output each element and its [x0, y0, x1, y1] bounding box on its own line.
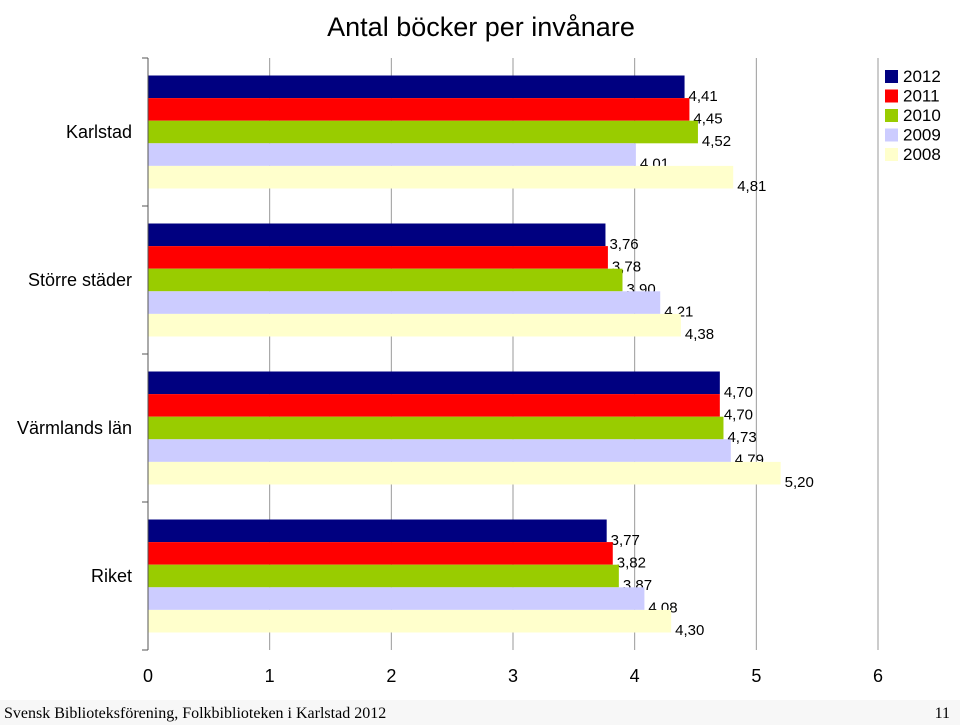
legend-swatch: [885, 70, 898, 83]
legend-swatch: [885, 148, 898, 161]
bar-2010-1: [148, 268, 623, 292]
data-label: 4,81: [737, 178, 766, 195]
bar-2011-1: [148, 246, 608, 269]
bar-2011-3: [148, 542, 613, 565]
legend-swatch: [885, 89, 898, 103]
x-tick-label: 4: [630, 666, 640, 686]
bar-2012-1: [148, 223, 606, 247]
bar-2009-1: [148, 291, 661, 314]
bar-2008-2: [148, 461, 781, 485]
chart-title-text: Antal böcker per invånare: [327, 12, 635, 42]
x-tick-label: 2: [386, 666, 396, 686]
data-label: 4,41: [689, 88, 718, 105]
legend-label: 2010: [903, 106, 941, 125]
x-tick-label: 0: [143, 666, 153, 686]
footer-text: Svensk Biblioteksförening, Folkbibliotek…: [4, 705, 387, 722]
data-label: 4,38: [685, 326, 714, 343]
data-label: 4,30: [675, 622, 704, 639]
category-label: Större städer: [28, 270, 132, 290]
data-label: 4,45: [693, 110, 722, 127]
x-tick-label: 5: [751, 666, 761, 686]
legend-label: 2009: [903, 126, 941, 145]
category-label: Värmlands län: [17, 418, 132, 438]
data-label: 3,76: [609, 236, 638, 253]
bar-2012-2: [148, 371, 720, 395]
bar-2010-0: [148, 120, 698, 144]
bar-2008-0: [148, 165, 734, 189]
bar-2011-0: [148, 98, 690, 121]
bar-2011-2: [148, 394, 720, 417]
page-number: 11: [934, 705, 950, 722]
data-label: 3,77: [611, 532, 640, 549]
legend-label: 2011: [903, 87, 940, 106]
bar-2008-3: [148, 609, 672, 633]
data-label: 4,52: [702, 133, 731, 150]
data-label: 3,82: [617, 554, 646, 571]
bar-2010-2: [148, 416, 724, 440]
bar-2012-3: [148, 519, 607, 543]
legend-label: 2008: [903, 145, 941, 164]
bar-2009-2: [148, 439, 731, 462]
x-tick-label: 1: [265, 666, 275, 686]
x-tick-label: 6: [873, 666, 883, 686]
bar-2009-3: [148, 587, 645, 610]
bar-chart: 4,414,454,524,014,81Karlstad3,763,783,90…: [17, 57, 941, 686]
category-label: Karlstad: [66, 122, 132, 142]
bar-2009-0: [148, 143, 636, 166]
data-label: 4,70: [724, 384, 753, 401]
x-tick-label: 3: [508, 666, 518, 686]
data-label: 4,70: [724, 406, 753, 423]
data-label: 4,73: [727, 429, 756, 446]
legend-label: 2012: [903, 67, 941, 86]
footer-bar: [0, 700, 960, 725]
bar-2008-1: [148, 313, 681, 337]
category-label: Riket: [91, 566, 132, 586]
bar-2010-3: [148, 564, 619, 588]
legend-swatch: [885, 109, 898, 122]
bar-2012-0: [148, 75, 685, 99]
legend-swatch: [885, 128, 898, 142]
data-label: 5,20: [785, 474, 814, 491]
